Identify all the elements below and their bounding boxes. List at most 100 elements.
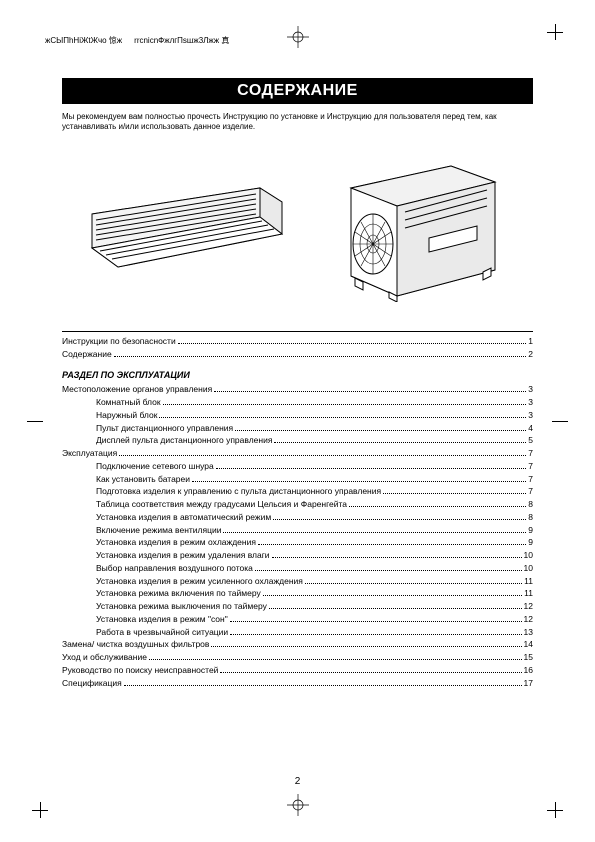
toc-page: 12 bbox=[524, 613, 533, 626]
toc-label: Дисплей пульта дистанционного управления bbox=[96, 434, 272, 447]
toc-page: 7 bbox=[528, 473, 533, 486]
toc-label: Эксплуатация bbox=[62, 447, 117, 460]
toc-leader bbox=[272, 557, 522, 558]
toc-label: Выбор направления воздушного потока bbox=[96, 562, 253, 575]
toc-leader bbox=[223, 532, 526, 533]
toc-line: Подготовка изделия к управлению с пульта… bbox=[62, 485, 533, 498]
toc-leader bbox=[274, 442, 526, 443]
outdoor-unit-figure bbox=[333, 152, 513, 302]
toc-label: Местоположение органов управления bbox=[62, 383, 212, 396]
toc-label: Подготовка изделия к управлению с пульта… bbox=[96, 485, 381, 498]
toc-label: Комнатный блок bbox=[96, 396, 161, 409]
toc-page: 11 bbox=[524, 587, 533, 600]
toc-leader bbox=[235, 430, 526, 431]
toc-page: 12 bbox=[524, 600, 533, 613]
toc-line: Включение режима вентиляции 9 bbox=[62, 524, 533, 537]
toc-page: 3 bbox=[528, 383, 533, 396]
page-number: 2 bbox=[0, 776, 595, 787]
toc-line: Инструкции по безопасности 1 bbox=[62, 335, 533, 348]
toc-line: Работа в чрезвычайной ситуации13 bbox=[62, 626, 533, 639]
toc-line: Как установить батареи 7 bbox=[62, 473, 533, 486]
toc-label: Работа в чрезвычайной ситуации bbox=[96, 626, 228, 639]
toc-label: Установка изделия в режим усиленного охл… bbox=[96, 575, 303, 588]
content-area: СОДЕРЖАНИЕ Мы рекомендуем вам полностью … bbox=[62, 78, 533, 689]
toc-leader bbox=[192, 481, 526, 482]
toc-label: Замена/ чистка воздушных фильтров bbox=[62, 638, 209, 651]
toc-page: 15 bbox=[524, 651, 533, 664]
toc-line: Установка изделия в режим удаления влаги… bbox=[62, 549, 533, 562]
toc-line: Установка изделия в автоматический режим… bbox=[62, 511, 533, 524]
toc-leader bbox=[230, 621, 522, 622]
toc-leader bbox=[258, 544, 526, 545]
page-title: СОДЕРЖАНИЕ bbox=[62, 78, 533, 104]
intro-text: Мы рекомендуем вам полностью прочесть Ин… bbox=[62, 112, 533, 133]
toc-label: Пульт дистанционного управления bbox=[96, 422, 233, 435]
toc-label: Спецификация bbox=[62, 677, 122, 690]
toc-page: 7 bbox=[528, 447, 533, 460]
toc-label: Наружный блок bbox=[96, 409, 157, 422]
toc-label: Содержание bbox=[62, 348, 112, 361]
toc-page: 7 bbox=[528, 485, 533, 498]
toc-line: Уход и обслуживание15 bbox=[62, 651, 533, 664]
crop-mark-icon bbox=[552, 413, 568, 429]
toc-page: 7 bbox=[528, 460, 533, 473]
toc-leader bbox=[255, 570, 522, 571]
toc-line: Установка режима включения по таймеру11 bbox=[62, 587, 533, 600]
toc-page: 10 bbox=[524, 562, 533, 575]
toc-label: Подключение сетевого шнура bbox=[96, 460, 214, 473]
toc-leader bbox=[114, 356, 527, 357]
toc-line: Эксплуатация 7 bbox=[62, 447, 533, 460]
toc-leader bbox=[211, 646, 521, 647]
toc-label: Установка изделия в режим охлаждения bbox=[96, 536, 256, 549]
toc-label: Установка изделия в режим "сон" bbox=[96, 613, 228, 626]
toc-leader bbox=[159, 417, 526, 418]
toc-page: 14 bbox=[524, 638, 533, 651]
toc-leader bbox=[216, 468, 527, 469]
toc-line: Таблица соответствия между градусами Цел… bbox=[62, 498, 533, 511]
toc-leader bbox=[263, 595, 522, 596]
toc-page: 10 bbox=[524, 549, 533, 562]
toc-line: Дисплей пульта дистанционного управления… bbox=[62, 434, 533, 447]
toc-page: 4 bbox=[528, 422, 533, 435]
toc-rule bbox=[62, 331, 533, 332]
toc-line: Установка режима выключения по таймеру 12 bbox=[62, 600, 533, 613]
section-heading: РАЗДЕЛ ПО ЭКСПЛУАТАЦИИ bbox=[62, 370, 533, 380]
indoor-unit-figure bbox=[82, 172, 292, 282]
toc-leader bbox=[220, 672, 521, 673]
register-mark-bottom-icon bbox=[287, 794, 309, 816]
register-mark-top-icon bbox=[287, 26, 309, 48]
toc-line: Местоположение органов управления 3 bbox=[62, 383, 533, 396]
toc-line: Установка изделия в режим охлаждения9 bbox=[62, 536, 533, 549]
toc-line: Содержание 2 bbox=[62, 348, 533, 361]
toc-leader bbox=[149, 659, 522, 660]
toc-page: 16 bbox=[524, 664, 533, 677]
toc-leader bbox=[383, 493, 526, 494]
toc-leader bbox=[124, 685, 522, 686]
toc-page: 1 bbox=[528, 335, 533, 348]
crop-mark-icon bbox=[27, 413, 43, 429]
toc-leader bbox=[349, 506, 526, 507]
toc-label: Установка режима выключения по таймеру bbox=[96, 600, 267, 613]
toc-page: 8 bbox=[528, 511, 533, 524]
crop-mark-icon bbox=[547, 802, 563, 818]
toc-label: Установка изделия в режим удаления влаги bbox=[96, 549, 270, 562]
toc-line: Спецификация 17 bbox=[62, 677, 533, 690]
page: жСЫПhНiЖtЖчо 惊ж rrcnicnФжлгПsшж3Лжж 真 СО… bbox=[0, 0, 595, 842]
toc-label: Инструкции по безопасности bbox=[62, 335, 176, 348]
toc-page: 9 bbox=[528, 524, 533, 537]
toc-page: 2 bbox=[528, 348, 533, 361]
toc-label: Как установить батареи bbox=[96, 473, 190, 486]
toc-page: 17 bbox=[524, 677, 533, 690]
crop-mark-icon bbox=[32, 802, 48, 818]
toc-page: 8 bbox=[528, 498, 533, 511]
toc-label: Установка изделия в автоматический режим bbox=[96, 511, 271, 524]
toc-main: Местоположение органов управления3Комнат… bbox=[62, 383, 533, 689]
toc-label: Включение режима вентиляции bbox=[96, 524, 221, 537]
toc-preface: Инструкции по безопасности 1 Содержание 2 bbox=[62, 335, 533, 361]
toc-line: Комнатный блок3 bbox=[62, 396, 533, 409]
printers-code-1: жСЫПhНiЖtЖчо 惊ж bbox=[45, 35, 122, 46]
toc-page: 11 bbox=[524, 575, 533, 588]
toc-line: Выбор направления воздушного потока 10 bbox=[62, 562, 533, 575]
toc-line: Наружный блок3 bbox=[62, 409, 533, 422]
toc-label: Руководство по поиску неисправностей bbox=[62, 664, 218, 677]
